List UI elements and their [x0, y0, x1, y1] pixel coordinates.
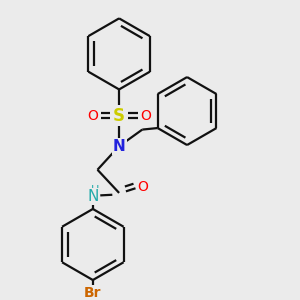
- Text: N: N: [113, 139, 125, 154]
- Text: S: S: [113, 107, 125, 125]
- Text: Br: Br: [84, 286, 102, 300]
- Text: O: O: [87, 109, 98, 123]
- Text: O: O: [140, 109, 151, 123]
- Text: N: N: [87, 189, 98, 204]
- Text: H: H: [91, 185, 99, 195]
- Text: O: O: [137, 180, 148, 194]
